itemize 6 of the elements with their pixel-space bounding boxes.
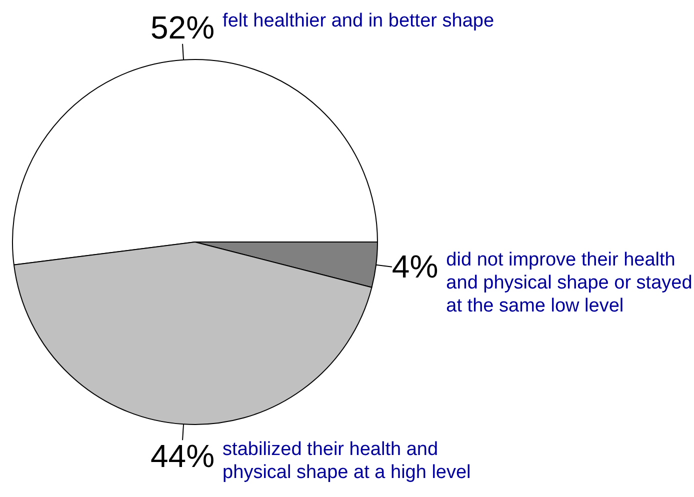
- slice-label: felt healthier and in better shape: [222, 10, 494, 32]
- slice-label: stabilized their health and physical shape at a high level: [222, 438, 471, 483]
- data-label: 44%: [150, 438, 215, 474]
- slice-label: did not improve their health and physical shape or stayed at the same low level: [446, 250, 692, 317]
- data-label: 4%: [392, 248, 438, 285]
- data-label: 52%: [150, 10, 215, 46]
